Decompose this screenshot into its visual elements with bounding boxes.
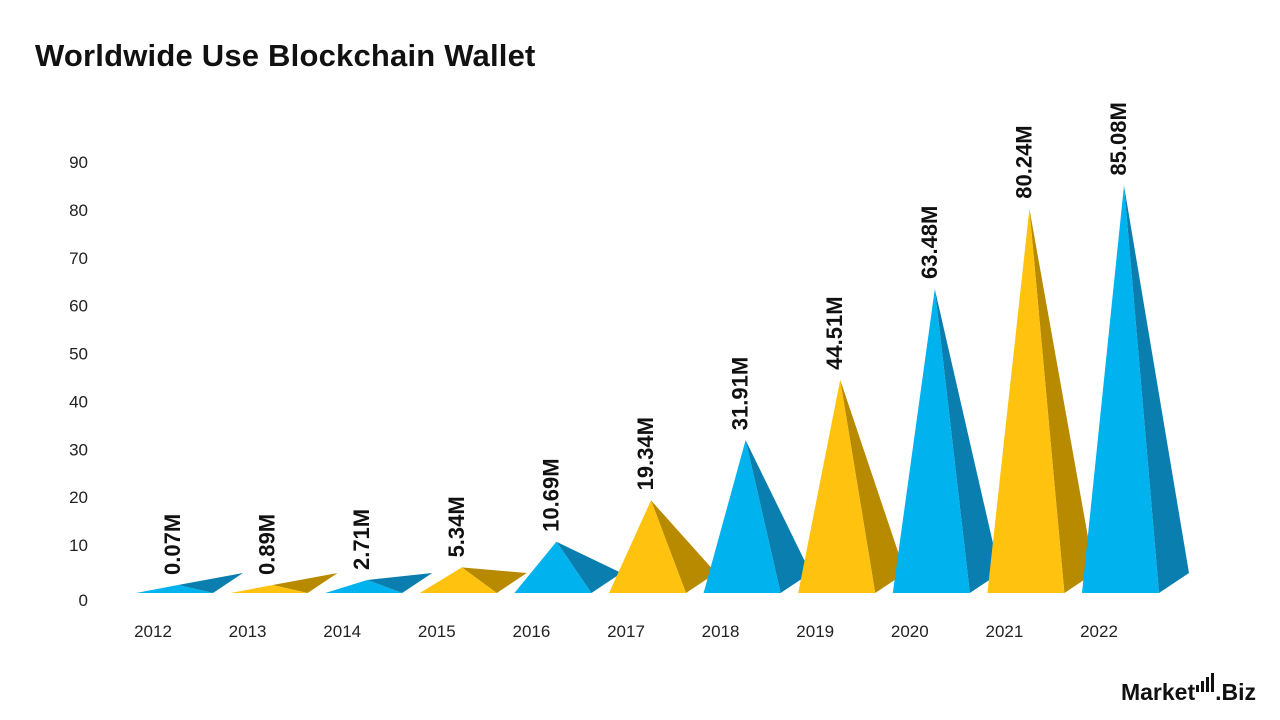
data-label: 0.89M [255,514,280,575]
y-axis: 0 10 20 30 40 50 60 70 80 90 [69,153,88,610]
y-tick-label: 0 [79,591,88,610]
logo-text-left: Market [1120,679,1196,705]
y-tick-label: 70 [69,249,88,268]
pyramid-2012 [136,573,243,593]
x-tick-label: 2021 [985,622,1023,641]
x-tick-label: 2017 [607,622,645,641]
pyramid-2019 [798,379,906,593]
pyramid-front-face [136,585,213,593]
pyramid-2017 [609,500,716,593]
market-biz-logo: Market .Biz [1121,673,1256,706]
pyramid-side-face [367,573,433,593]
pyramid-front-face [1082,185,1159,593]
data-label: 80.24M [1011,125,1036,198]
x-tick-label: 2013 [229,622,267,641]
x-axis: 2012 2013 2014 2015 2016 2017 2018 2019 2020 2021… [134,622,1118,641]
pyramid-side-face [556,541,622,593]
x-tick-label: 2012 [134,622,172,641]
y-tick-label: 60 [69,297,88,316]
pyramid-side-face [1029,208,1095,593]
pyramid-front-face [230,585,308,593]
y-tick-label: 90 [69,153,88,172]
logo-text-right: .Biz [1215,679,1256,705]
x-tick-label: 2016 [512,622,550,641]
x-tick-label: 2018 [702,622,740,641]
pyramid-side-face [651,500,716,593]
data-label: 63.48M [917,206,942,279]
y-tick-label: 20 [69,488,88,507]
x-tick-label: 2022 [1080,622,1118,641]
logo-bars-icon [1196,673,1215,692]
data-labels: 0.07M 0.89M 2.71M 5.34M 10.69M 19.34M 31.91M 44… [160,102,1131,575]
data-label: 0.07M [160,514,185,575]
y-tick-label: 30 [69,440,88,459]
pyramid-2022 [1082,185,1189,593]
pyramid-front-face [325,580,403,593]
data-label: 10.69M [538,458,563,531]
data-label: 19.34M [633,417,658,490]
pyramid-2016 [514,541,622,593]
data-label: 44.51M [822,296,847,369]
pyramid-2015 [419,567,527,593]
pyramid-front-face [609,500,686,593]
chart-title: Worldwide Use Blockchain Wallet [35,38,536,73]
data-label: 85.08M [1106,102,1131,175]
data-label: 5.34M [444,496,469,557]
pyramid-side-face [1124,185,1189,593]
pyramid-front-face [892,289,970,593]
y-tick-label: 80 [69,201,88,220]
pyramid-2018 [703,440,811,593]
x-tick-label: 2019 [796,622,834,641]
pyramid-side-face [840,379,906,593]
pyramid-front-face [798,379,876,593]
x-tick-label: 2015 [418,622,456,641]
pyramid-side-face [745,440,811,593]
pyramid-2020 [892,289,1000,593]
pyramid-side-face [272,573,338,593]
y-tick-label: 10 [69,536,88,555]
y-tick-label: 40 [69,392,88,411]
pyramid-front-face [419,567,497,593]
pyramid-side-face [178,573,243,593]
x-tick-label: 2014 [323,622,361,641]
pyramid-2014 [325,573,433,593]
data-label: 31.91M [728,357,753,430]
pyramid-front-face [514,541,592,593]
pyramid-front-face [703,440,781,593]
pyramid-2021 [987,208,1095,593]
pyramid-side-face [934,289,1000,593]
x-tick-label: 2020 [891,622,929,641]
data-label: 2.71M [349,509,374,570]
pyramid-side-face [461,567,527,593]
pyramid-front-face [987,208,1065,593]
pyramid-2013 [230,573,338,593]
pyramid-series [136,185,1189,593]
y-tick-label: 50 [69,345,88,364]
